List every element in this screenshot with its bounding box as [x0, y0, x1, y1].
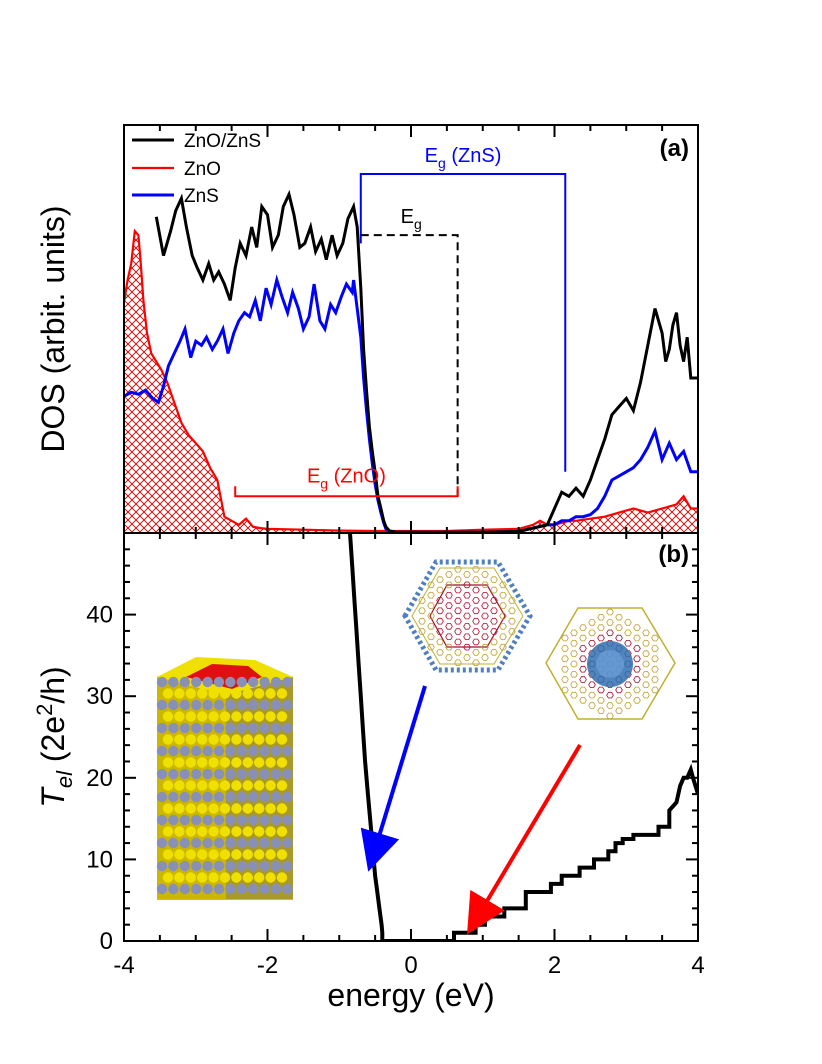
y-axis-title-end: /h)	[35, 666, 71, 703]
gap-bracket-zno-zns: Eg	[360, 206, 459, 497]
panel-a-dos: Eg (ZnS) Eg Eg (ZnO) ZnO/ZnS ZnO ZnS (a)	[35, 125, 699, 533]
legend-label-zno-zns: ZnO/ZnS	[184, 131, 261, 152]
zno-dos-hatched-fill	[124, 231, 698, 533]
y-axis-title-main: T	[35, 786, 71, 808]
x-tick-label: 4	[691, 952, 704, 979]
y-axis-title-a: DOS (arbit. units)	[35, 205, 71, 452]
y-tick-label: 20	[86, 765, 113, 792]
y-tick-label: 40	[86, 602, 113, 629]
y-axis-title-sup: 2	[32, 704, 57, 716]
gap-bracket-zno: Eg (ZnO)	[234, 465, 459, 498]
legend: ZnO/ZnS ZnO ZnS	[132, 131, 261, 207]
y-tick-label: 30	[86, 683, 113, 710]
x-axis-title: energy (eV)	[327, 977, 494, 1013]
series-zno-line	[124, 228, 698, 533]
series-zns-line	[124, 274, 698, 533]
y-axis-title-rest: (2e	[35, 716, 71, 771]
gap-label-rest: (ZnO)	[328, 465, 386, 487]
y-tick-label: 0	[100, 928, 113, 955]
series-transmission-line	[348, 533, 698, 941]
panel-b-label: (b)	[658, 541, 689, 568]
y-axis-title-b: Tel (2e2/h)	[32, 666, 77, 807]
y-axis-title-sub: el	[52, 770, 77, 788]
x-tick-label: 0	[404, 952, 417, 979]
y-tick-label: 10	[86, 846, 113, 873]
nanowire-spheres	[156, 676, 293, 895]
gap-label-sub: g	[438, 155, 446, 171]
cross-section-zno-core	[545, 607, 676, 720]
cross-section-zns-core	[402, 559, 533, 673]
arrow-red	[467, 743, 582, 935]
arrow-blue	[360, 685, 427, 872]
svg-text:Eg (ZnO): Eg (ZnO)	[307, 465, 386, 491]
gap-label-main: E	[401, 206, 414, 228]
cross-section-1-lattice	[418, 566, 516, 666]
gap-label-main: E	[425, 145, 438, 167]
svg-text:Eg (ZnS): Eg (ZnS)	[425, 145, 502, 171]
gap-label-main: E	[307, 465, 320, 487]
x-tick-label: -2	[257, 952, 278, 979]
svg-text:Eg: Eg	[401, 206, 422, 232]
gap-bracket-zns: Eg (ZnS)	[359, 145, 567, 472]
x-tick-label: -4	[113, 952, 134, 979]
gap-label-sub: g	[414, 216, 422, 232]
legend-label-zns: ZnS	[184, 186, 219, 207]
gap-label-sub: g	[320, 475, 328, 491]
x-tick-label: 2	[548, 952, 561, 979]
gap-label-rest: (ZnS)	[446, 145, 502, 167]
series-zno-zns-line	[154, 189, 698, 533]
panel-b-frame	[123, 532, 699, 942]
panel-a-label: (a)	[660, 135, 689, 162]
legend-label-zno: ZnO	[184, 159, 221, 180]
nanowire-3d-illustration	[156, 657, 293, 900]
